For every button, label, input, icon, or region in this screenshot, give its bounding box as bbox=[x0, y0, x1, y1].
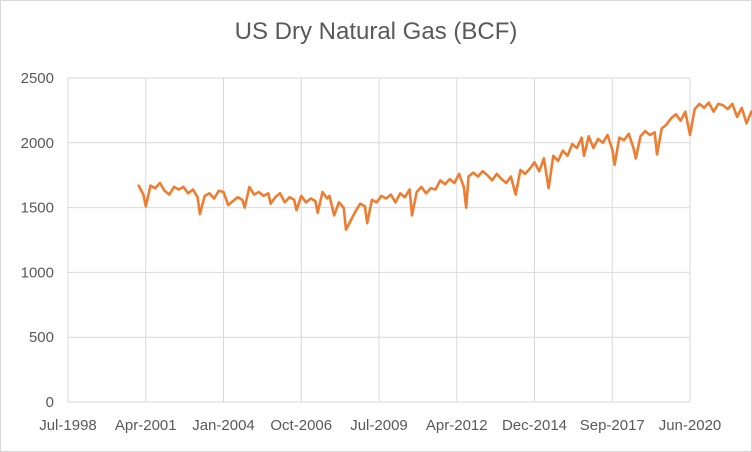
y-tick-label: 500 bbox=[29, 329, 54, 346]
y-tick-label: 0 bbox=[46, 394, 54, 411]
y-tick-label: 2000 bbox=[21, 135, 54, 152]
y-tick-label: 1000 bbox=[21, 264, 54, 281]
x-tick-label: Jul-1998 bbox=[39, 417, 97, 434]
x-tick-label: Apr-2001 bbox=[115, 417, 177, 434]
y-tick-label: 2500 bbox=[21, 70, 54, 87]
x-tick-label: Sep-2017 bbox=[580, 417, 645, 434]
x-tick-label: Jul-2009 bbox=[350, 417, 408, 434]
y-tick-label: 1500 bbox=[21, 200, 54, 217]
series-line bbox=[137, 101, 752, 231]
x-tick-label: Apr-2012 bbox=[426, 417, 488, 434]
x-tick-label: Jun-2020 bbox=[659, 417, 722, 434]
x-tick-label: Oct-2006 bbox=[270, 417, 332, 434]
vertical-gridlines bbox=[67, 78, 691, 402]
y-axis-labels: 0 500 1000 1500 2000 2500 bbox=[21, 70, 54, 411]
x-axis-labels: Jul-1998 Apr-2001 Jan-2004 Oct-2006 Jul-2009… bbox=[39, 417, 721, 434]
x-tick-label: Jan-2004 bbox=[192, 417, 255, 434]
chart-title: US Dry Natural Gas (BCF) bbox=[234, 18, 518, 45]
x-tick-label: Dec-2014 bbox=[502, 417, 567, 434]
